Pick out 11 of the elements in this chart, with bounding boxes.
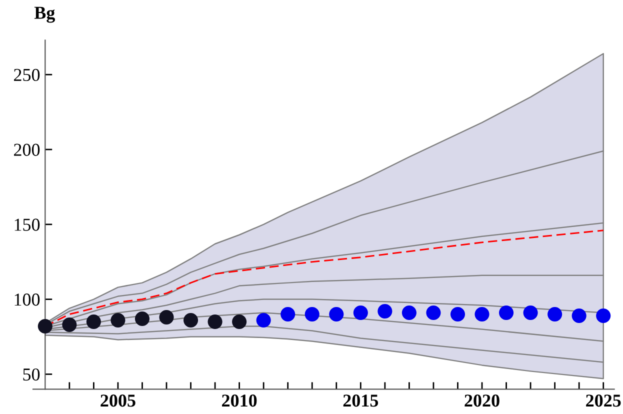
y-tick-label: 100 <box>14 294 40 306</box>
y-tick-label: 150 <box>14 218 40 231</box>
y-tick-label: 250 <box>14 68 40 82</box>
x-tick-label: 2005 <box>100 394 136 407</box>
x-tick-label: 2015 <box>343 394 378 407</box>
y-axis-title: Bg <box>34 6 56 23</box>
y-tick-label: 50 <box>23 368 40 381</box>
x-tick-label: 2020 <box>464 394 500 407</box>
x-tick-label: 2010 <box>222 394 257 407</box>
y-tick-label: 200 <box>14 144 40 156</box>
x-tick-label: 2025 <box>586 394 621 407</box>
